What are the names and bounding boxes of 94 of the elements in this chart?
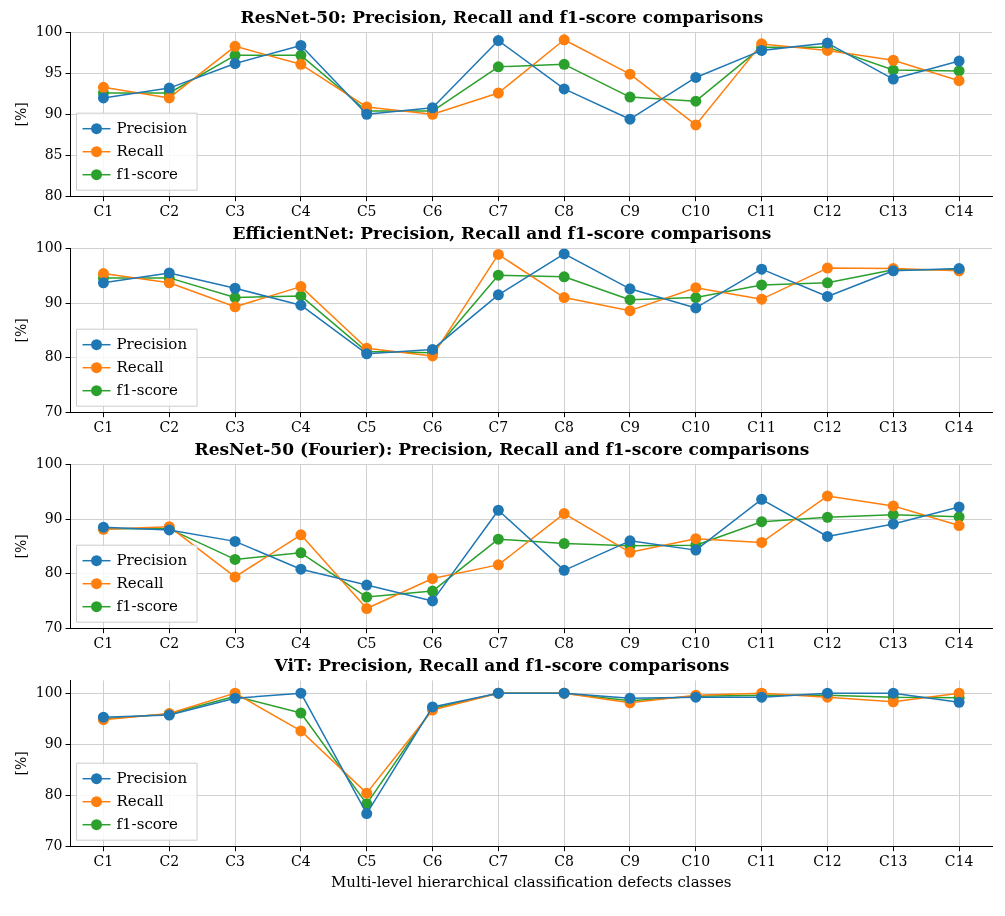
y-tick-label: 90 bbox=[44, 734, 63, 751]
legend-label: f1-score bbox=[116, 380, 178, 399]
x-tick-label: C8 bbox=[554, 853, 574, 870]
legend-label: Precision bbox=[116, 118, 188, 137]
y-tick-label: 100 bbox=[35, 239, 63, 256]
x-tick-label: C9 bbox=[620, 853, 640, 870]
x-tick-label: C7 bbox=[488, 853, 509, 870]
x-tick-label: C9 bbox=[620, 419, 640, 436]
x-tick-label: C4 bbox=[291, 203, 311, 220]
chart-title: ResNet-50: Precision, Recall and f1-score comparisons bbox=[240, 6, 764, 27]
x-tick-label: C6 bbox=[422, 203, 443, 220]
x-tick-label: C13 bbox=[879, 635, 908, 652]
x-tick-label: C9 bbox=[620, 635, 640, 652]
legend-label: Recall bbox=[116, 141, 164, 160]
x-tick-label: C2 bbox=[159, 203, 180, 220]
chart-title: ResNet-50 (Fourier): Precision, Recall and f1-score comparisons bbox=[194, 438, 810, 459]
y-tick-label: 95 bbox=[44, 63, 63, 80]
x-tick-label: C7 bbox=[488, 203, 509, 220]
legend-label: Precision bbox=[116, 550, 188, 569]
y-axis-title: [%] bbox=[13, 318, 30, 343]
x-tick-label: C11 bbox=[747, 853, 776, 870]
x-tick-label: C1 bbox=[93, 635, 114, 652]
y-tick-label: 90 bbox=[44, 293, 63, 310]
legend-label: Recall bbox=[116, 573, 164, 592]
x-tick-label: C8 bbox=[554, 419, 574, 436]
x-tick-label: C13 bbox=[879, 203, 908, 220]
y-tick-label: 70 bbox=[44, 836, 63, 853]
x-tick-label: C4 bbox=[291, 635, 311, 652]
x-tick-label: C8 bbox=[554, 635, 574, 652]
x-tick-label: C6 bbox=[422, 635, 443, 652]
x-tick-label: C13 bbox=[879, 419, 908, 436]
x-tick-label: C12 bbox=[813, 203, 842, 220]
y-tick-label: 80 bbox=[44, 348, 63, 365]
x-tick-label: C10 bbox=[681, 635, 711, 652]
x-tick-label: C1 bbox=[93, 419, 114, 436]
y-tick-label: 70 bbox=[44, 618, 63, 635]
legend-label: f1-score bbox=[116, 164, 178, 183]
x-tick-label: C11 bbox=[747, 203, 776, 220]
y-tick-label: 100 bbox=[35, 23, 63, 40]
x-tick-label: C6 bbox=[422, 853, 443, 870]
x-tick-label: C2 bbox=[159, 853, 180, 870]
x-tick-label: C3 bbox=[225, 203, 245, 220]
chart-title: ViT: Precision, Recall and f1-score comparisons bbox=[273, 654, 730, 675]
x-tick-label: C12 bbox=[813, 419, 842, 436]
x-tick-label: C4 bbox=[291, 419, 311, 436]
y-axis-title: [%] bbox=[13, 751, 30, 776]
x-tick-label: C1 bbox=[93, 203, 114, 220]
y-tick-label: 90 bbox=[44, 104, 63, 121]
x-tick-label: C7 bbox=[488, 419, 509, 436]
x-tick-label: C11 bbox=[747, 635, 776, 652]
legend-label: f1-score bbox=[116, 596, 178, 615]
x-tick-label: C7 bbox=[488, 635, 509, 652]
x-tick-label: C2 bbox=[159, 419, 180, 436]
legend-label: f1-score bbox=[116, 814, 178, 833]
x-tick-label: C11 bbox=[747, 419, 776, 436]
y-axis-title: [%] bbox=[13, 534, 30, 559]
x-tick-label: C4 bbox=[291, 853, 311, 870]
x-tick-label: C6 bbox=[422, 419, 443, 436]
y-tick-label: 80 bbox=[44, 785, 63, 802]
x-tick-label: C3 bbox=[225, 635, 245, 652]
y-tick-label: 100 bbox=[35, 455, 63, 472]
x-tick-label: C5 bbox=[356, 853, 377, 870]
x-tick-label: C5 bbox=[356, 203, 377, 220]
x-tick-label: C12 bbox=[813, 853, 842, 870]
y-tick-label: 70 bbox=[44, 402, 63, 419]
y-tick-label: 90 bbox=[44, 509, 63, 526]
legend-label: Recall bbox=[116, 791, 164, 810]
legend-label: Precision bbox=[116, 334, 188, 353]
y-tick-label: 100 bbox=[35, 683, 63, 700]
x-tick-label: C12 bbox=[813, 635, 842, 652]
legend-label: Recall bbox=[116, 357, 164, 376]
x-axis-title: Multi-level hierarchical classification defects classes bbox=[330, 872, 732, 891]
x-tick-label: C10 bbox=[681, 203, 711, 220]
x-tick-label: C10 bbox=[681, 853, 711, 870]
y-axis-title: [%] bbox=[13, 102, 30, 127]
y-tick-label: 85 bbox=[44, 145, 63, 162]
y-tick-label: 80 bbox=[44, 186, 63, 203]
x-tick-label: C14 bbox=[944, 419, 974, 436]
chart-title: EfficientNet: Precision, Recall and f1-score comparisons bbox=[232, 222, 772, 243]
x-tick-label: C14 bbox=[944, 853, 974, 870]
x-tick-label: C5 bbox=[356, 419, 377, 436]
x-tick-label: C13 bbox=[879, 853, 908, 870]
x-tick-label: C9 bbox=[620, 203, 640, 220]
legend-label: Precision bbox=[116, 768, 188, 787]
x-tick-label: C2 bbox=[159, 635, 180, 652]
x-tick-label: C14 bbox=[944, 203, 974, 220]
x-tick-label: C3 bbox=[225, 853, 245, 870]
x-tick-label: C5 bbox=[356, 635, 377, 652]
x-tick-label: C8 bbox=[554, 203, 574, 220]
x-tick-label: C1 bbox=[93, 853, 114, 870]
y-tick-label: 80 bbox=[44, 564, 63, 581]
x-tick-label: C14 bbox=[944, 635, 974, 652]
x-tick-label: C10 bbox=[681, 419, 711, 436]
x-tick-label: C3 bbox=[225, 419, 245, 436]
